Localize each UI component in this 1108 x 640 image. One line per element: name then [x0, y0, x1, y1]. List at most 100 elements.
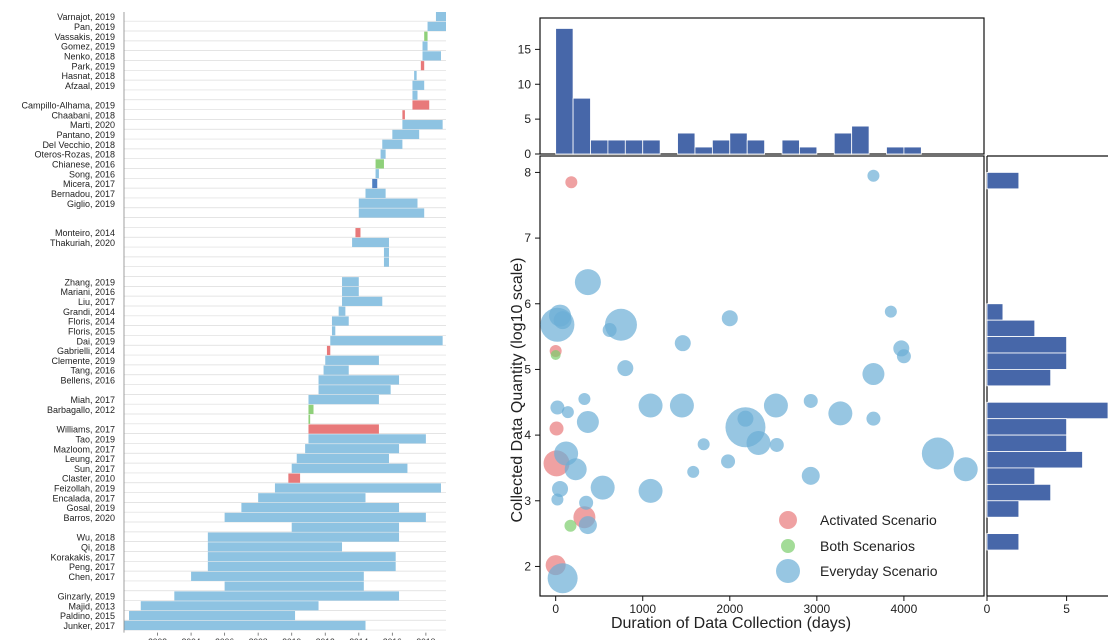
- timeline-row-label: Mariani, 2016: [60, 287, 115, 297]
- top-histogram-bar: [711, 139, 731, 155]
- timeline-bar: [392, 129, 420, 140]
- timeline-bar: [207, 532, 400, 542]
- timeline-bar: [191, 571, 364, 581]
- scatter-point-everyday: [953, 457, 978, 482]
- scatter-point-everyday: [574, 269, 601, 296]
- top-histogram-bar: [886, 146, 905, 155]
- timeline-row-label: Thakuriah, 2020: [50, 238, 115, 248]
- timeline-bar: [207, 561, 396, 572]
- right-histogram-bar: [986, 451, 1083, 469]
- scatter-point-everyday: [737, 410, 754, 427]
- timeline-bar: [358, 208, 425, 218]
- scatter-point-everyday: [896, 349, 911, 364]
- scatter-point-activated: [549, 421, 564, 436]
- timeline-bar: [140, 601, 319, 611]
- timeline-row-label: Peng, 2017: [69, 562, 115, 572]
- scatter-point-everyday: [884, 305, 897, 318]
- timeline-row-label: Park, 2019: [71, 61, 115, 71]
- right-histogram-bar: [986, 352, 1068, 370]
- timeline-row-label: Encalada, 2017: [52, 493, 115, 503]
- legend-marker-both: [781, 539, 795, 553]
- timeline-bar: [342, 286, 359, 297]
- timeline-row-label: Liu, 2017: [78, 297, 115, 307]
- top-histogram: 0 5 10 15: [518, 17, 985, 161]
- timeline-bar: [308, 434, 426, 444]
- timeline-row-label: Chianese, 2016: [52, 160, 115, 170]
- top-histogram-bar: [729, 132, 748, 155]
- scatter-point-everyday: [552, 480, 569, 497]
- timeline-row-label: Hasnat, 2018: [61, 71, 115, 81]
- right-histogram-bar: [986, 401, 1108, 420]
- right-histogram-bar: [986, 533, 1020, 551]
- timeline-row-label: Sun, 2017: [74, 464, 115, 474]
- timeline-bar: [296, 453, 389, 464]
- scatter-point-everyday: [564, 458, 587, 481]
- scatter-point-everyday: [803, 393, 818, 408]
- scatter-point-everyday: [551, 493, 564, 506]
- scatter-point-everyday: [578, 392, 591, 405]
- timeline-bar: [291, 463, 408, 473]
- legend-marker-everyday: [776, 559, 800, 583]
- scatter-point-everyday: [763, 393, 788, 418]
- timeline-row-label: Williams, 2017: [56, 425, 115, 435]
- timeline-bar: [207, 552, 396, 562]
- timeline-row-label: Floris, 2015: [68, 326, 115, 336]
- scatter-point-everyday: [828, 401, 853, 426]
- timeline-bar: [342, 277, 359, 287]
- timeline-x-tick-label: 2004: [182, 637, 201, 640]
- timeline-x-tick-label: 2014: [349, 637, 368, 640]
- timeline-bar: [375, 159, 384, 169]
- top-histogram-bar: [833, 132, 853, 155]
- scatter-y-tick-label: 3: [524, 494, 531, 508]
- scatter-x-tick-label: 0: [552, 602, 559, 616]
- timeline-bar: [338, 306, 346, 316]
- timeline-bar: [435, 12, 446, 22]
- top-histogram-y-tick-label: 0: [524, 147, 531, 161]
- scatter-point-everyday: [638, 393, 663, 418]
- timeline-row-label: Pantano, 2019: [56, 130, 115, 140]
- timeline-row-label: Tao, 2019: [75, 434, 115, 444]
- timeline-bar: [124, 620, 366, 631]
- scatter-point-everyday: [721, 310, 738, 327]
- scatter-y-tick-label: 8: [524, 165, 531, 179]
- timeline-bar: [318, 375, 400, 385]
- timeline-row-label: Marti, 2020: [70, 120, 115, 130]
- timeline-row-label: Song, 2016: [69, 169, 115, 179]
- legend-label: Both Scenarios: [820, 538, 915, 554]
- timeline-bar: [383, 247, 389, 257]
- right-histogram-bar: [986, 303, 1004, 321]
- timeline-row-label: Gosal, 2019: [66, 503, 115, 513]
- timeline-bar: [291, 522, 400, 532]
- timeline-row-label: Giglio, 2019: [67, 199, 115, 209]
- timeline-row-label: Bellens, 2016: [60, 376, 115, 386]
- scatter-point-everyday: [862, 363, 885, 386]
- top-histogram-bar: [781, 139, 800, 155]
- right-histogram-bar: [986, 369, 1052, 387]
- right-histogram-bar: [986, 319, 1036, 337]
- timeline-bar: [326, 345, 331, 356]
- scatter-point-everyday: [697, 438, 710, 451]
- timeline-bar: [308, 414, 311, 424]
- scatter-point-everyday: [540, 307, 575, 342]
- timeline-bar: [420, 61, 425, 71]
- timeline-bar: [331, 316, 349, 326]
- top-histogram-y-tick-label: 10: [518, 77, 532, 91]
- timeline-bar: [207, 542, 343, 552]
- scatter-point-everyday: [866, 411, 881, 426]
- right-histogram-bar: [986, 434, 1068, 452]
- timeline-bar: [241, 503, 400, 513]
- timeline-row-label: Vassakis, 2019: [55, 32, 115, 42]
- timeline-bar: [412, 100, 430, 110]
- timeline-bar: [258, 493, 366, 503]
- timeline-row-label: Korakakis, 2017: [50, 552, 115, 562]
- top-histogram-y-tick-label: 5: [524, 112, 531, 126]
- timeline-bar: [331, 326, 336, 336]
- scatter-point-both: [564, 519, 577, 532]
- top-histogram-bar: [677, 132, 696, 155]
- right-histogram-x-tick-label: 5: [1063, 602, 1070, 616]
- timeline-row-label: Miah, 2017: [70, 395, 115, 405]
- timeline-bar: [412, 90, 418, 100]
